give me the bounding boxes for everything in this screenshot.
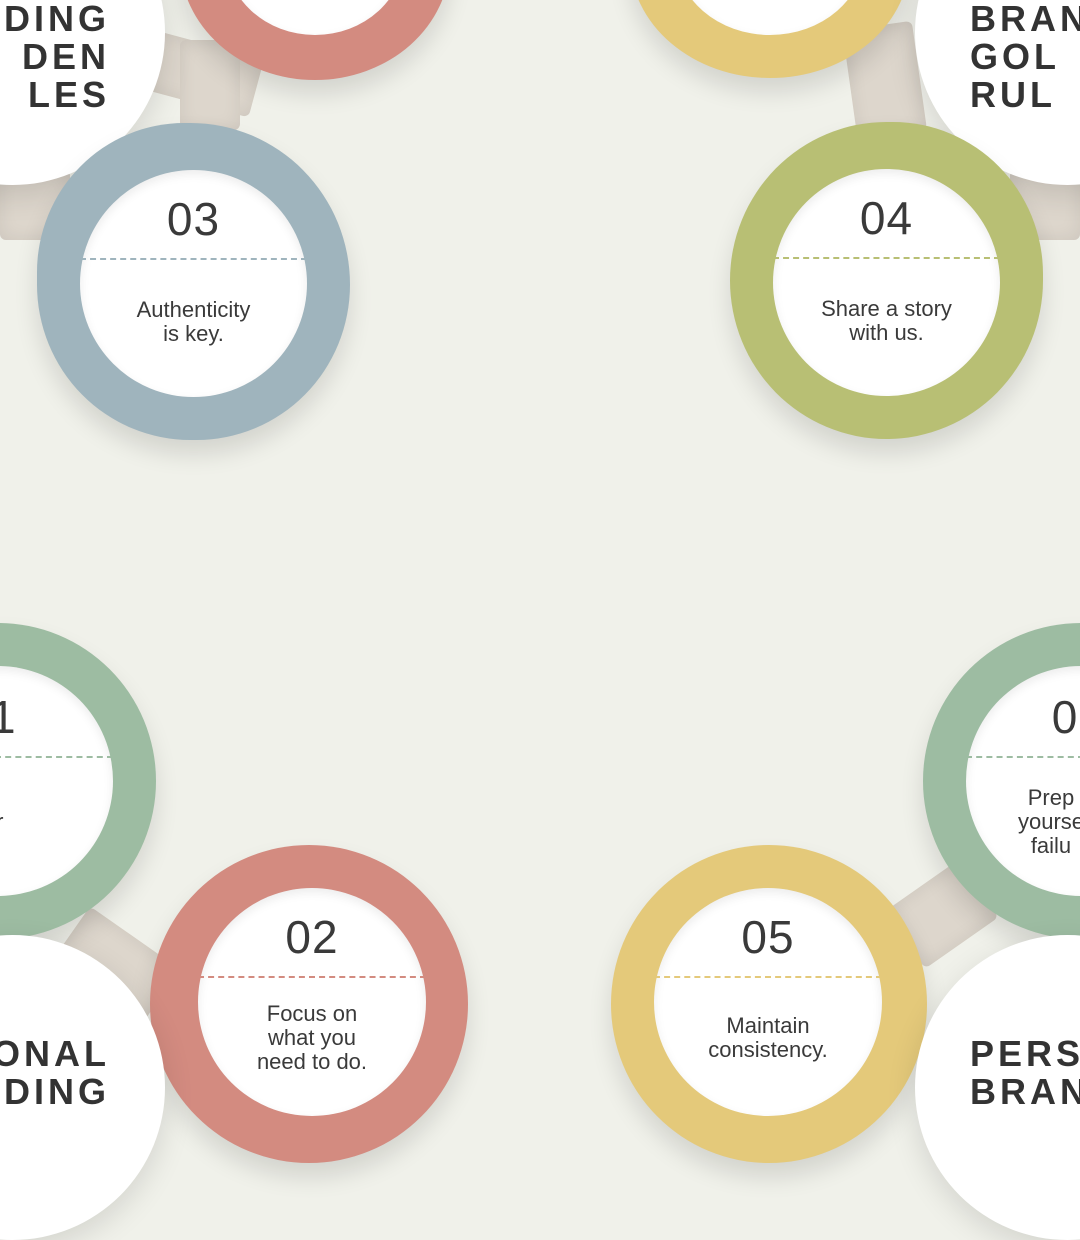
- step-number: 03: [166, 193, 221, 245]
- dashed-divider: [0, 756, 113, 758]
- step-number: 01: [0, 691, 17, 743]
- dashed-divider: [80, 258, 307, 260]
- step-inner-circle: 04 Share a story with us.: [773, 169, 1000, 396]
- title-text: DING DEN LES: [4, 0, 110, 115]
- dashed-divider: [654, 976, 882, 978]
- step-04-ring: 04 Share a story with us.: [730, 122, 1043, 439]
- title-circle-bottom-right: PERS BRAN: [915, 935, 1080, 1240]
- dashed-divider: [198, 976, 426, 978]
- step-text: Authenticity is key.: [136, 297, 251, 346]
- dashed-divider: [966, 756, 1080, 758]
- step-inner-circle: 0 Prep yourse failu: [966, 666, 1080, 896]
- step-inner-circle: 03 Authenticity is key.: [80, 170, 307, 397]
- step-text: Prep yourse failu: [1017, 785, 1080, 858]
- dashed-divider: [773, 257, 1000, 259]
- step-text: Share a story with us.: [821, 296, 952, 345]
- title-circle-top-right: BRAN GOL RUL: [915, 0, 1080, 185]
- title-text: BRAN GOL RUL: [970, 0, 1080, 115]
- step-inner-circle: 02 Focus on what you need to do.: [198, 888, 426, 1116]
- title-text: PERS BRAN: [970, 1033, 1080, 1112]
- step-number: 04: [859, 192, 914, 244]
- step-number: 05: [741, 911, 795, 963]
- step-text: Maintain consistency.: [708, 1013, 828, 1062]
- step-text: Focus on what you need to do.: [256, 1001, 368, 1074]
- step-inner-circle: 01 pare elf for ure.: [0, 666, 113, 896]
- step-number: 02: [285, 911, 339, 963]
- step-05-ring: 05 Maintain consistency.: [611, 845, 927, 1163]
- step-text: pare elf for ure.: [0, 786, 91, 858]
- connector-bar: [180, 40, 240, 130]
- step-inner-circle: 05 Maintain consistency.: [654, 888, 882, 1116]
- step-02-ring: 02 Focus on what you need to do.: [150, 845, 468, 1163]
- step-number: 0: [1051, 691, 1079, 743]
- step-03-ring: 03 Authenticity is key.: [37, 123, 350, 440]
- step-01-ring-left: 01 pare elf for ure.: [0, 623, 156, 939]
- title-text: ONAL DING: [0, 1033, 110, 1112]
